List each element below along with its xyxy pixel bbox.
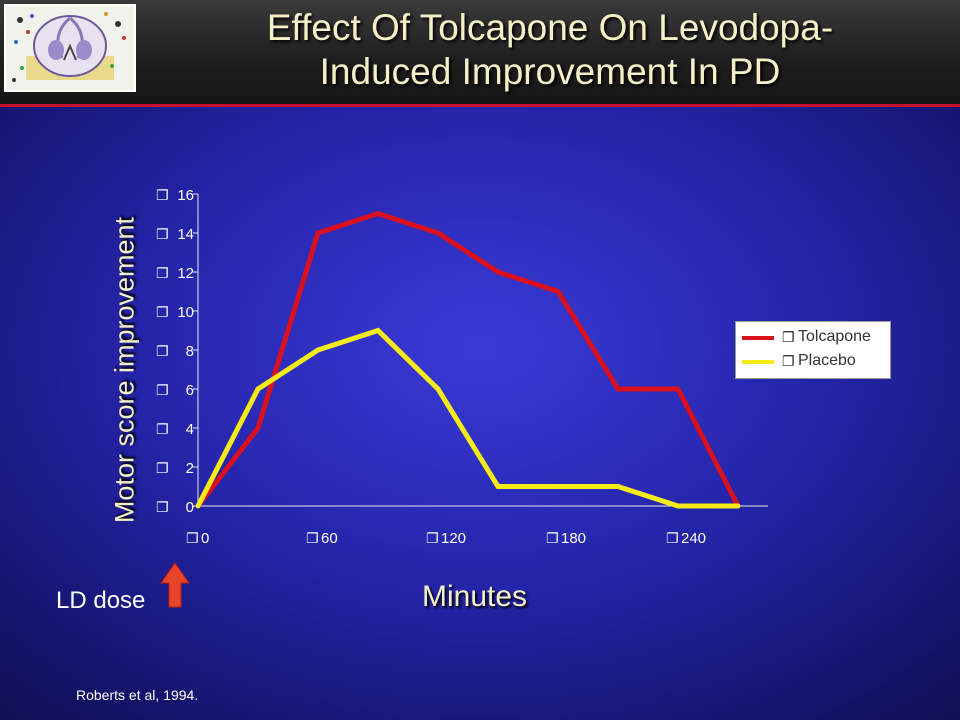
data-point-placebo: [315, 347, 321, 353]
x-tick-labels: ❐ 0 ❐ 60 ❐ 120 ❐ 180 ❐ 240: [186, 530, 706, 547]
ld-dose-label: LD dose: [56, 587, 146, 614]
brain-section-icon: [4, 4, 136, 92]
data-point-placebo: [555, 484, 561, 489]
data-point-tolcapone: [435, 230, 441, 236]
bullet-marker-icon: ❐: [156, 422, 169, 438]
bullet-marker-icon: ❐: [156, 266, 169, 282]
data-point-placebo: [615, 484, 621, 489]
legend-label-placebo: Placebo: [798, 352, 856, 369]
bullet-marker-icon: ❐: [306, 531, 319, 547]
x-tick-label: 180: [561, 530, 586, 547]
y-tick-label: 14: [177, 226, 194, 243]
chart-series: [195, 210, 741, 509]
y-tick-label: 8: [186, 343, 194, 360]
data-point-tolcapone: [615, 386, 621, 392]
title-bar: Effect Of Tolcapone On Levodopa- Induced…: [0, 0, 960, 107]
x-tick-label: 0: [201, 530, 209, 547]
series-line-tolcapone: [196, 210, 741, 508]
x-tick-label: 60: [321, 530, 338, 547]
y-tick-label: 10: [177, 304, 194, 321]
y-tick-label: 16: [177, 187, 194, 204]
chart-legend: ❐ Tolcapone ❐ Placebo: [735, 321, 891, 379]
x-tick-label: 120: [441, 530, 466, 547]
y-tick-label: 4: [186, 421, 194, 438]
legend-swatch-tolcapone: [742, 336, 774, 340]
bullet-marker-icon: ❐: [156, 383, 169, 399]
data-point-tolcapone: [375, 211, 381, 216]
bullet-marker-icon: ❐: [156, 344, 169, 360]
y-axis-label: Motor score improvement: [109, 216, 140, 524]
bullet-marker-icon: ❐: [666, 531, 679, 547]
data-point-tolcapone: [255, 425, 261, 431]
data-point-placebo: [435, 386, 441, 392]
bullet-marker-icon: ❐: [156, 227, 169, 243]
bullet-marker-icon: ❐: [156, 500, 169, 516]
bullet-marker-icon: ❐: [156, 188, 169, 204]
bullet-marker-icon: ❐: [782, 329, 795, 345]
title-line-1: Effect Of Tolcapone On Levodopa-: [266, 7, 834, 48]
data-point-tolcapone: [315, 230, 321, 236]
bullet-marker-icon: ❐: [156, 305, 169, 321]
title-line-2: Induced Improvement In PD: [319, 51, 781, 92]
citation: Roberts et al, 1994.: [76, 687, 199, 703]
y-tick-label: 0: [186, 499, 194, 516]
bullet-marker-icon: ❐: [546, 531, 559, 547]
series-line-placebo: [195, 327, 738, 509]
data-point-placebo: [375, 328, 381, 333]
legend-swatch-placebo: [742, 360, 774, 364]
data-point-tolcapone: [555, 289, 561, 294]
y-tick-label: 2: [186, 460, 194, 477]
data-point-placebo: [495, 484, 501, 489]
data-point-placebo: [735, 503, 741, 509]
slide-title: Effect Of Tolcapone On Levodopa- Induced…: [150, 6, 950, 94]
legend-item-placebo: ❐ Placebo: [742, 351, 888, 373]
legend-label-tolcapone: Tolcapone: [798, 328, 871, 345]
data-point-tolcapone: [675, 386, 681, 392]
bullet-marker-icon: ❐: [156, 461, 169, 477]
bullet-marker-icon: ❐: [186, 531, 199, 547]
data-point-tolcapone: [495, 269, 501, 275]
up-arrow-icon: [160, 562, 190, 608]
legend-item-tolcapone: ❐ Tolcapone: [742, 327, 888, 349]
x-axis-label: Minutes: [422, 580, 528, 613]
data-point-placebo: [195, 503, 201, 509]
data-point-placebo: [255, 386, 261, 392]
y-tick-label: 12: [177, 265, 194, 282]
bullet-marker-icon: ❐: [782, 353, 795, 369]
data-point-placebo: [675, 503, 681, 509]
x-tick-label: 240: [681, 530, 706, 547]
y-tick-label: 6: [186, 382, 194, 399]
bullet-marker-icon: ❐: [426, 531, 439, 547]
y-tick-labels: ❐ 0 ❐ 2 ❐ 4 ❐ 6 ❐ 8 ❐ 10 ❐ 12 ❐ 14 ❐ 16: [156, 187, 198, 516]
